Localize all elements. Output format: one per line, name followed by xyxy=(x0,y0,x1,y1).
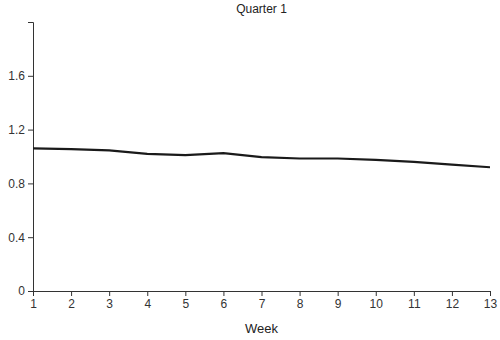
tick-mark xyxy=(452,291,453,296)
tick-label: 3 xyxy=(106,297,113,311)
y-axis: 0 0.4 0.8 1.2 1.6 xyxy=(8,23,33,299)
tick: 7 xyxy=(259,291,266,311)
tick-mark xyxy=(109,291,110,296)
tick: 0 xyxy=(18,284,33,298)
tick-mark xyxy=(28,130,33,131)
tick: 11 xyxy=(408,291,421,311)
tick-mark xyxy=(185,291,186,296)
tick-label: 5 xyxy=(182,297,189,311)
axis-line xyxy=(34,292,491,297)
tick-label: 8 xyxy=(297,297,304,311)
x-axis: 12345678910111213 xyxy=(30,291,497,311)
tick: 1.6 xyxy=(8,69,33,83)
tick: 1 xyxy=(30,291,37,311)
tick-label: 6 xyxy=(221,297,228,311)
tick-label: 1 xyxy=(30,297,37,311)
tick: 9 xyxy=(335,291,342,311)
tick-mark xyxy=(28,291,33,292)
tick-mark xyxy=(300,291,301,296)
axis-line xyxy=(28,23,34,292)
tick-label: 0 xyxy=(18,284,25,298)
tick-mark xyxy=(376,291,377,296)
tick-label: 0.4 xyxy=(8,231,25,245)
tick: 5 xyxy=(182,291,189,311)
tick-label: 11 xyxy=(408,297,421,311)
tick-mark xyxy=(414,291,415,296)
tick-label: 7 xyxy=(259,297,266,311)
tick-mark xyxy=(28,237,33,238)
marks xyxy=(33,148,490,167)
tick: 6 xyxy=(221,291,228,311)
line xyxy=(33,148,490,167)
tick: 4 xyxy=(144,291,151,311)
title: Quarter 1 xyxy=(236,2,287,16)
tick-label: 10 xyxy=(370,297,384,311)
tick: 13 xyxy=(484,291,498,311)
tick: 12 xyxy=(446,291,460,311)
tick-label: 4 xyxy=(144,297,151,311)
tick: 0.4 xyxy=(8,231,33,245)
tick-label: 12 xyxy=(446,297,460,311)
tick: 8 xyxy=(297,291,304,311)
tick-mark xyxy=(71,291,72,296)
plot: 1234567891011121300.40.81.21.6 xyxy=(8,23,497,311)
tick: 1.2 xyxy=(8,123,33,137)
chart: 1234567891011121300.40.81.21.6Quarter 1W… xyxy=(0,0,500,340)
tick-mark xyxy=(490,291,491,296)
tick-mark xyxy=(223,291,224,296)
tick-label: 13 xyxy=(484,297,498,311)
tick-mark xyxy=(338,291,339,296)
tick-mark xyxy=(262,291,263,296)
tick-label: 1.6 xyxy=(8,69,25,83)
tick-mark xyxy=(28,183,33,184)
tick: 2 xyxy=(68,291,75,311)
tick: 0.8 xyxy=(8,177,33,191)
tick-label: 1.2 xyxy=(8,123,25,137)
tick-label: 0.8 xyxy=(8,177,25,191)
x-axis-title: Week xyxy=(245,321,278,336)
tick-mark xyxy=(147,291,148,296)
tick: 3 xyxy=(106,291,113,311)
tick-label: 2 xyxy=(68,297,75,311)
tick: 10 xyxy=(370,291,384,311)
tick-mark xyxy=(28,76,33,77)
tick-label: 9 xyxy=(335,297,342,311)
